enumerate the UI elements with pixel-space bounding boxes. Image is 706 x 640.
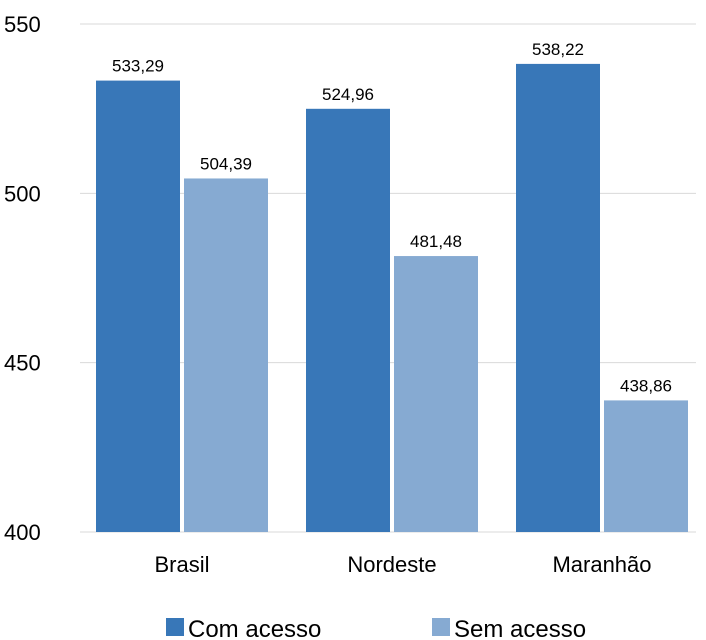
y-axis: 400 450 500 550 — [4, 12, 41, 545]
category-label: Maranhão — [552, 552, 651, 577]
y-tick-label: 400 — [4, 520, 41, 545]
data-label: 481,48 — [410, 232, 462, 251]
data-label: 524,96 — [322, 85, 374, 104]
legend-label: Sem acesso — [454, 616, 586, 640]
data-label: 504,39 — [200, 154, 252, 173]
legend: Com acesso Sem acesso — [166, 616, 586, 640]
y-tick-label: 450 — [4, 351, 41, 376]
data-labels: 533,29 504,39 524,96 481,48 538,22 438,86 — [112, 40, 672, 395]
category-label: Nordeste — [347, 552, 436, 577]
data-label: 533,29 — [112, 57, 164, 76]
legend-label: Com acesso — [188, 616, 321, 640]
bar-brasil-com-acesso — [96, 80, 180, 533]
legend-swatch-com-acesso — [166, 618, 184, 636]
bar-nordeste-com-acesso — [306, 108, 390, 533]
bar-brasil-sem-acesso — [184, 178, 268, 532]
category-label: Brasil — [154, 552, 209, 577]
legend-swatch-sem-acesso — [432, 618, 450, 636]
y-tick-label: 500 — [4, 181, 41, 206]
y-tick-label: 550 — [4, 12, 41, 37]
x-axis: Brasil Nordeste Maranhão — [154, 552, 651, 577]
data-label: 538,22 — [532, 40, 584, 59]
bar-nordeste-sem-acesso — [394, 256, 478, 532]
data-label: 438,86 — [620, 376, 672, 395]
bar-maranhão-sem-acesso — [604, 400, 688, 532]
bars — [96, 63, 688, 533]
bar-maranhão-com-acesso — [516, 63, 600, 533]
